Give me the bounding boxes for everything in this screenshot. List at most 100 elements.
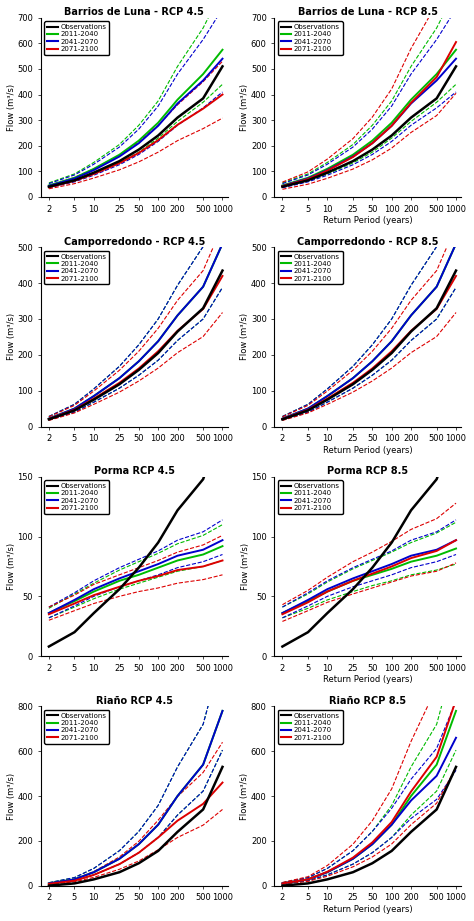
2071-2100 <box>155 832 161 843</box>
2041-2070 <box>46 181 52 192</box>
X-axis label: Return Period (years): Return Period (years) <box>323 905 412 914</box>
2071-2100 <box>280 414 285 425</box>
2041-2070 <box>350 573 356 584</box>
2071-2100 <box>389 561 394 572</box>
Observations <box>117 156 122 167</box>
Observations <box>370 144 375 155</box>
2071-2100 <box>46 414 52 425</box>
Legend: Observations, 2011-2040, 2041-2070, 2071-2100: Observations, 2011-2040, 2041-2070, 2071… <box>278 251 343 285</box>
2041-2070 <box>219 705 225 717</box>
2041-2070 <box>117 853 122 864</box>
2071-2100 <box>370 363 375 374</box>
2011-2040 <box>72 172 77 183</box>
2071-2100 <box>389 817 394 828</box>
Observations <box>219 417 225 428</box>
Observations <box>453 762 459 773</box>
Observations <box>408 505 414 516</box>
Observations <box>175 326 181 337</box>
2071-2100 <box>175 119 181 130</box>
2041-2070 <box>453 53 459 64</box>
Observations <box>350 584 356 595</box>
Line: 2041-2070: 2041-2070 <box>49 59 222 186</box>
2011-2040 <box>408 94 414 105</box>
Title: Porma RCP 8.5: Porma RCP 8.5 <box>327 466 408 476</box>
Line: 2071-2100: 2071-2100 <box>49 783 222 884</box>
2011-2040 <box>175 555 181 566</box>
2011-2040 <box>219 541 225 552</box>
2011-2040 <box>46 414 52 425</box>
Observations <box>370 562 375 573</box>
Line: 2041-2070: 2041-2070 <box>49 711 222 883</box>
2041-2070 <box>155 121 161 132</box>
Legend: Observations, 2011-2040, 2041-2070, 2071-2100: Observations, 2011-2040, 2041-2070, 2071… <box>45 21 109 55</box>
Line: 2071-2100: 2071-2100 <box>283 541 456 614</box>
2011-2040 <box>305 596 311 607</box>
Y-axis label: Flow (m³/s): Flow (m³/s) <box>7 773 16 820</box>
2071-2100 <box>370 568 375 579</box>
2041-2070 <box>389 335 394 346</box>
2041-2070 <box>305 403 311 414</box>
2071-2100 <box>201 103 206 114</box>
2071-2100 <box>389 121 394 132</box>
2011-2040 <box>201 549 206 560</box>
2041-2070 <box>350 853 356 864</box>
2011-2040 <box>46 180 52 191</box>
Observations <box>155 845 161 857</box>
2011-2040 <box>350 853 356 864</box>
2011-2040 <box>117 149 122 160</box>
2071-2100 <box>325 165 330 176</box>
2071-2100 <box>201 561 206 572</box>
2041-2070 <box>305 594 311 605</box>
Title: Riaño RCP 8.5: Riaño RCP 8.5 <box>329 695 406 705</box>
Line: 2011-2040: 2011-2040 <box>49 546 222 613</box>
2041-2070 <box>453 732 459 743</box>
Title: Porma RCP 4.5: Porma RCP 4.5 <box>94 466 175 476</box>
Line: Observations: Observations <box>49 767 222 886</box>
Observations <box>408 112 414 123</box>
Observations <box>175 826 181 837</box>
2071-2100 <box>408 325 414 336</box>
2011-2040 <box>389 335 394 346</box>
Observations <box>434 473 439 484</box>
2041-2070 <box>370 839 375 850</box>
2041-2070 <box>408 795 414 806</box>
2041-2070 <box>201 544 206 555</box>
2011-2040 <box>136 839 142 850</box>
2011-2040 <box>370 839 375 850</box>
2071-2100 <box>46 181 52 192</box>
2011-2040 <box>408 309 414 321</box>
2011-2040 <box>280 180 285 191</box>
2041-2070 <box>175 550 181 561</box>
Y-axis label: Flow (m³/s): Flow (m³/s) <box>240 84 249 131</box>
2011-2040 <box>117 576 122 587</box>
Observations <box>453 265 459 276</box>
Legend: Observations, 2011-2040, 2041-2070, 2071-2100: Observations, 2011-2040, 2041-2070, 2071… <box>45 710 109 743</box>
Line: 2071-2100: 2071-2100 <box>49 561 222 614</box>
Line: 2011-2040: 2011-2040 <box>49 244 222 419</box>
Observations <box>370 857 375 869</box>
2041-2070 <box>305 173 311 184</box>
Y-axis label: Flow (m³/s): Flow (m³/s) <box>241 542 250 590</box>
2011-2040 <box>46 608 52 619</box>
Observations <box>325 394 330 405</box>
2041-2070 <box>46 414 52 425</box>
2071-2100 <box>350 378 356 389</box>
Line: 2071-2100: 2071-2100 <box>283 276 456 419</box>
2041-2070 <box>201 759 206 770</box>
2071-2100 <box>280 181 285 192</box>
2011-2040 <box>46 878 52 889</box>
Title: Barrios de Luna - RCP 8.5: Barrios de Luna - RCP 8.5 <box>298 7 438 17</box>
2071-2100 <box>46 609 52 620</box>
2041-2070 <box>72 874 77 885</box>
Observations <box>389 347 394 358</box>
Y-axis label: Flow (m³/s): Flow (m³/s) <box>7 313 16 360</box>
2071-2100 <box>117 157 122 169</box>
2071-2100 <box>408 786 414 797</box>
Line: Observations: Observations <box>49 66 222 187</box>
2011-2040 <box>434 281 439 292</box>
2011-2040 <box>280 608 285 619</box>
2011-2040 <box>201 68 206 79</box>
Title: Camporredondo - RCP 8.5: Camporredondo - RCP 8.5 <box>297 237 438 247</box>
Line: 2041-2070: 2041-2070 <box>283 244 456 419</box>
2071-2100 <box>91 169 97 180</box>
